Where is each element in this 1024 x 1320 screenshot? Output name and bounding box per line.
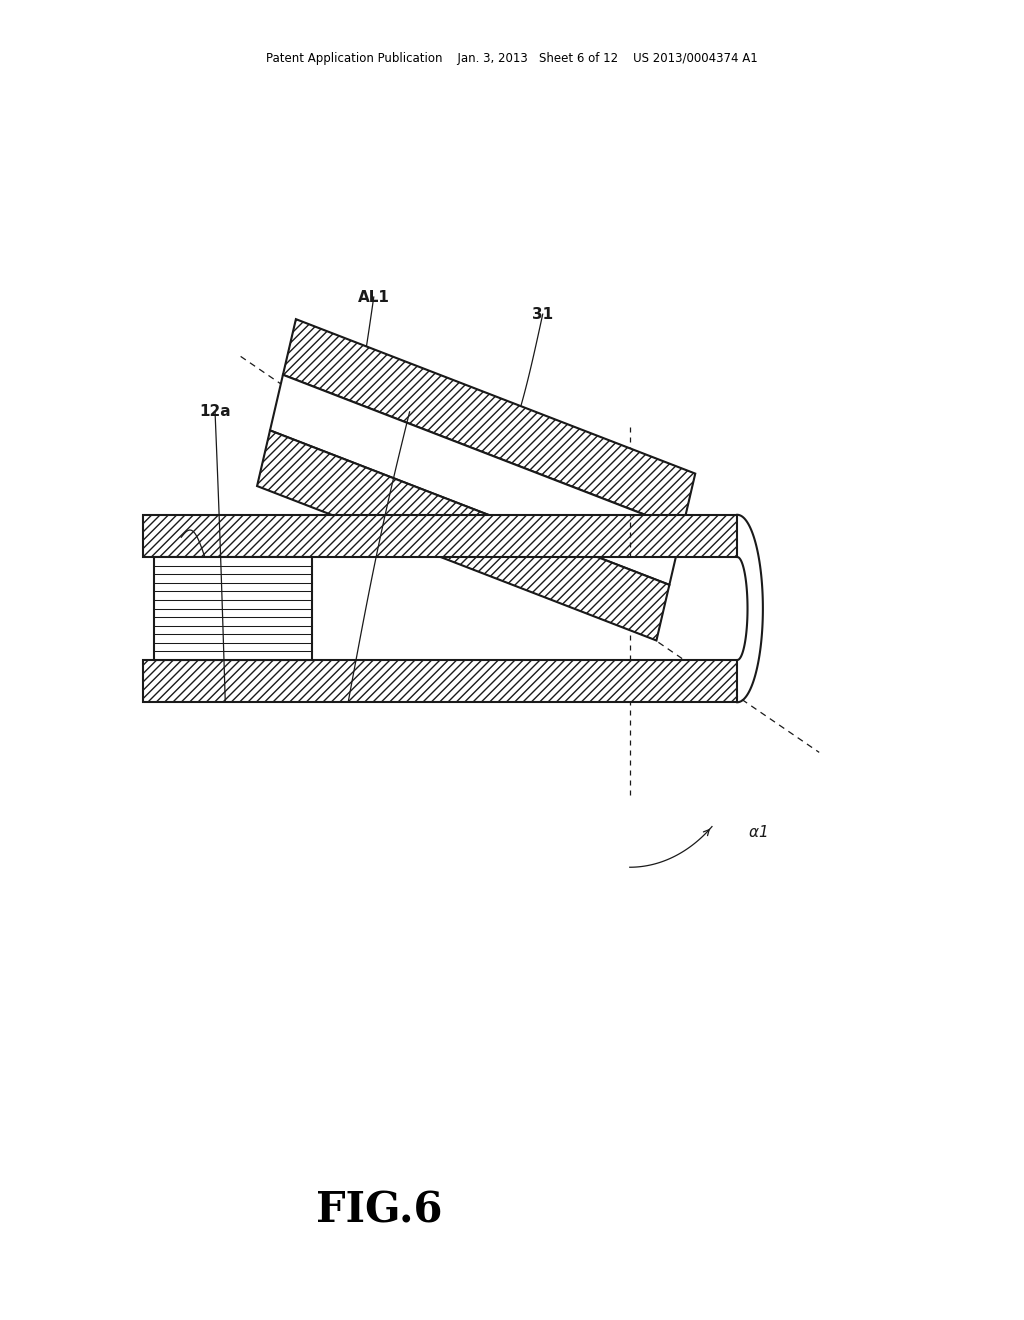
Bar (154, 557, 312, 660)
Polygon shape (257, 430, 670, 640)
Text: 31: 31 (532, 306, 553, 322)
Bar (143, 557, 154, 660)
Bar (143, 660, 737, 702)
Bar (143, 515, 737, 557)
Text: AL1: AL1 (357, 289, 390, 305)
Text: 12: 12 (399, 404, 420, 420)
Bar (143, 660, 737, 702)
Bar (143, 515, 737, 557)
Text: Patent Application Publication    Jan. 3, 2013   Sheet 6 of 12    US 2013/000437: Patent Application Publication Jan. 3, 2… (266, 51, 758, 65)
Text: FIG.6: FIG.6 (315, 1189, 442, 1232)
Text: 14: 14 (171, 529, 191, 545)
Text: 12a: 12a (200, 404, 230, 420)
Polygon shape (270, 375, 682, 585)
Polygon shape (283, 319, 695, 529)
Text: 12a: 12a (230, 529, 261, 545)
Text: $\alpha$1: $\alpha$1 (748, 824, 767, 840)
